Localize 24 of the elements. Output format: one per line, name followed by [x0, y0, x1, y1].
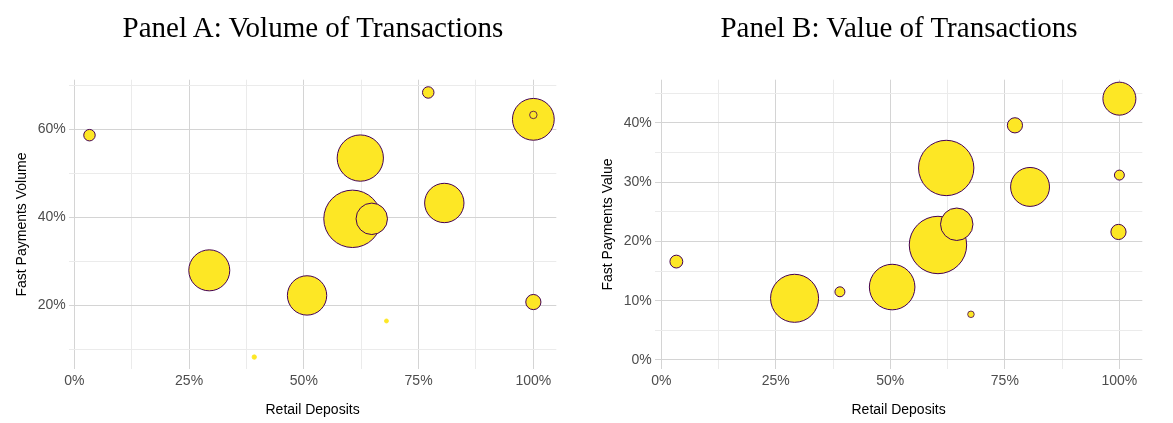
x-tick-label: 100%: [515, 371, 552, 388]
y-axis-title: Fast Payments Volume: [13, 152, 30, 297]
y-tick-label: 20%: [623, 232, 652, 249]
x-tick-label: 25%: [761, 371, 790, 388]
y-tick-label: 0%: [631, 350, 652, 367]
chart-title: Panel A: Volume of Transactions: [121, 10, 505, 45]
x-tick-label: 100%: [1101, 371, 1138, 388]
y-axis-title: Fast Payments Value: [599, 158, 616, 291]
y-tick-label: 40%: [37, 208, 66, 225]
y-tick-label: 20%: [37, 296, 66, 313]
x-tick-label: 50%: [289, 371, 318, 388]
x-tick-label: 0%: [651, 371, 672, 388]
x-tick-label: 75%: [404, 371, 433, 388]
x-tick-label: 50%: [876, 371, 905, 388]
y-tick-label: 40%: [623, 113, 652, 130]
x-tick-label: 0%: [64, 371, 85, 388]
x-axis-title: Retail Deposits: [265, 401, 360, 418]
x-tick-label: 25%: [175, 371, 204, 388]
x-axis-title: Retail Deposits: [851, 401, 946, 418]
x-tick-label: 75%: [990, 371, 1019, 388]
y-tick-label: 30%: [623, 173, 652, 190]
y-tick-label: 10%: [623, 291, 652, 308]
chart-title: Panel B: Value of Transactions: [719, 10, 1079, 45]
y-tick-label: 60%: [37, 120, 66, 137]
